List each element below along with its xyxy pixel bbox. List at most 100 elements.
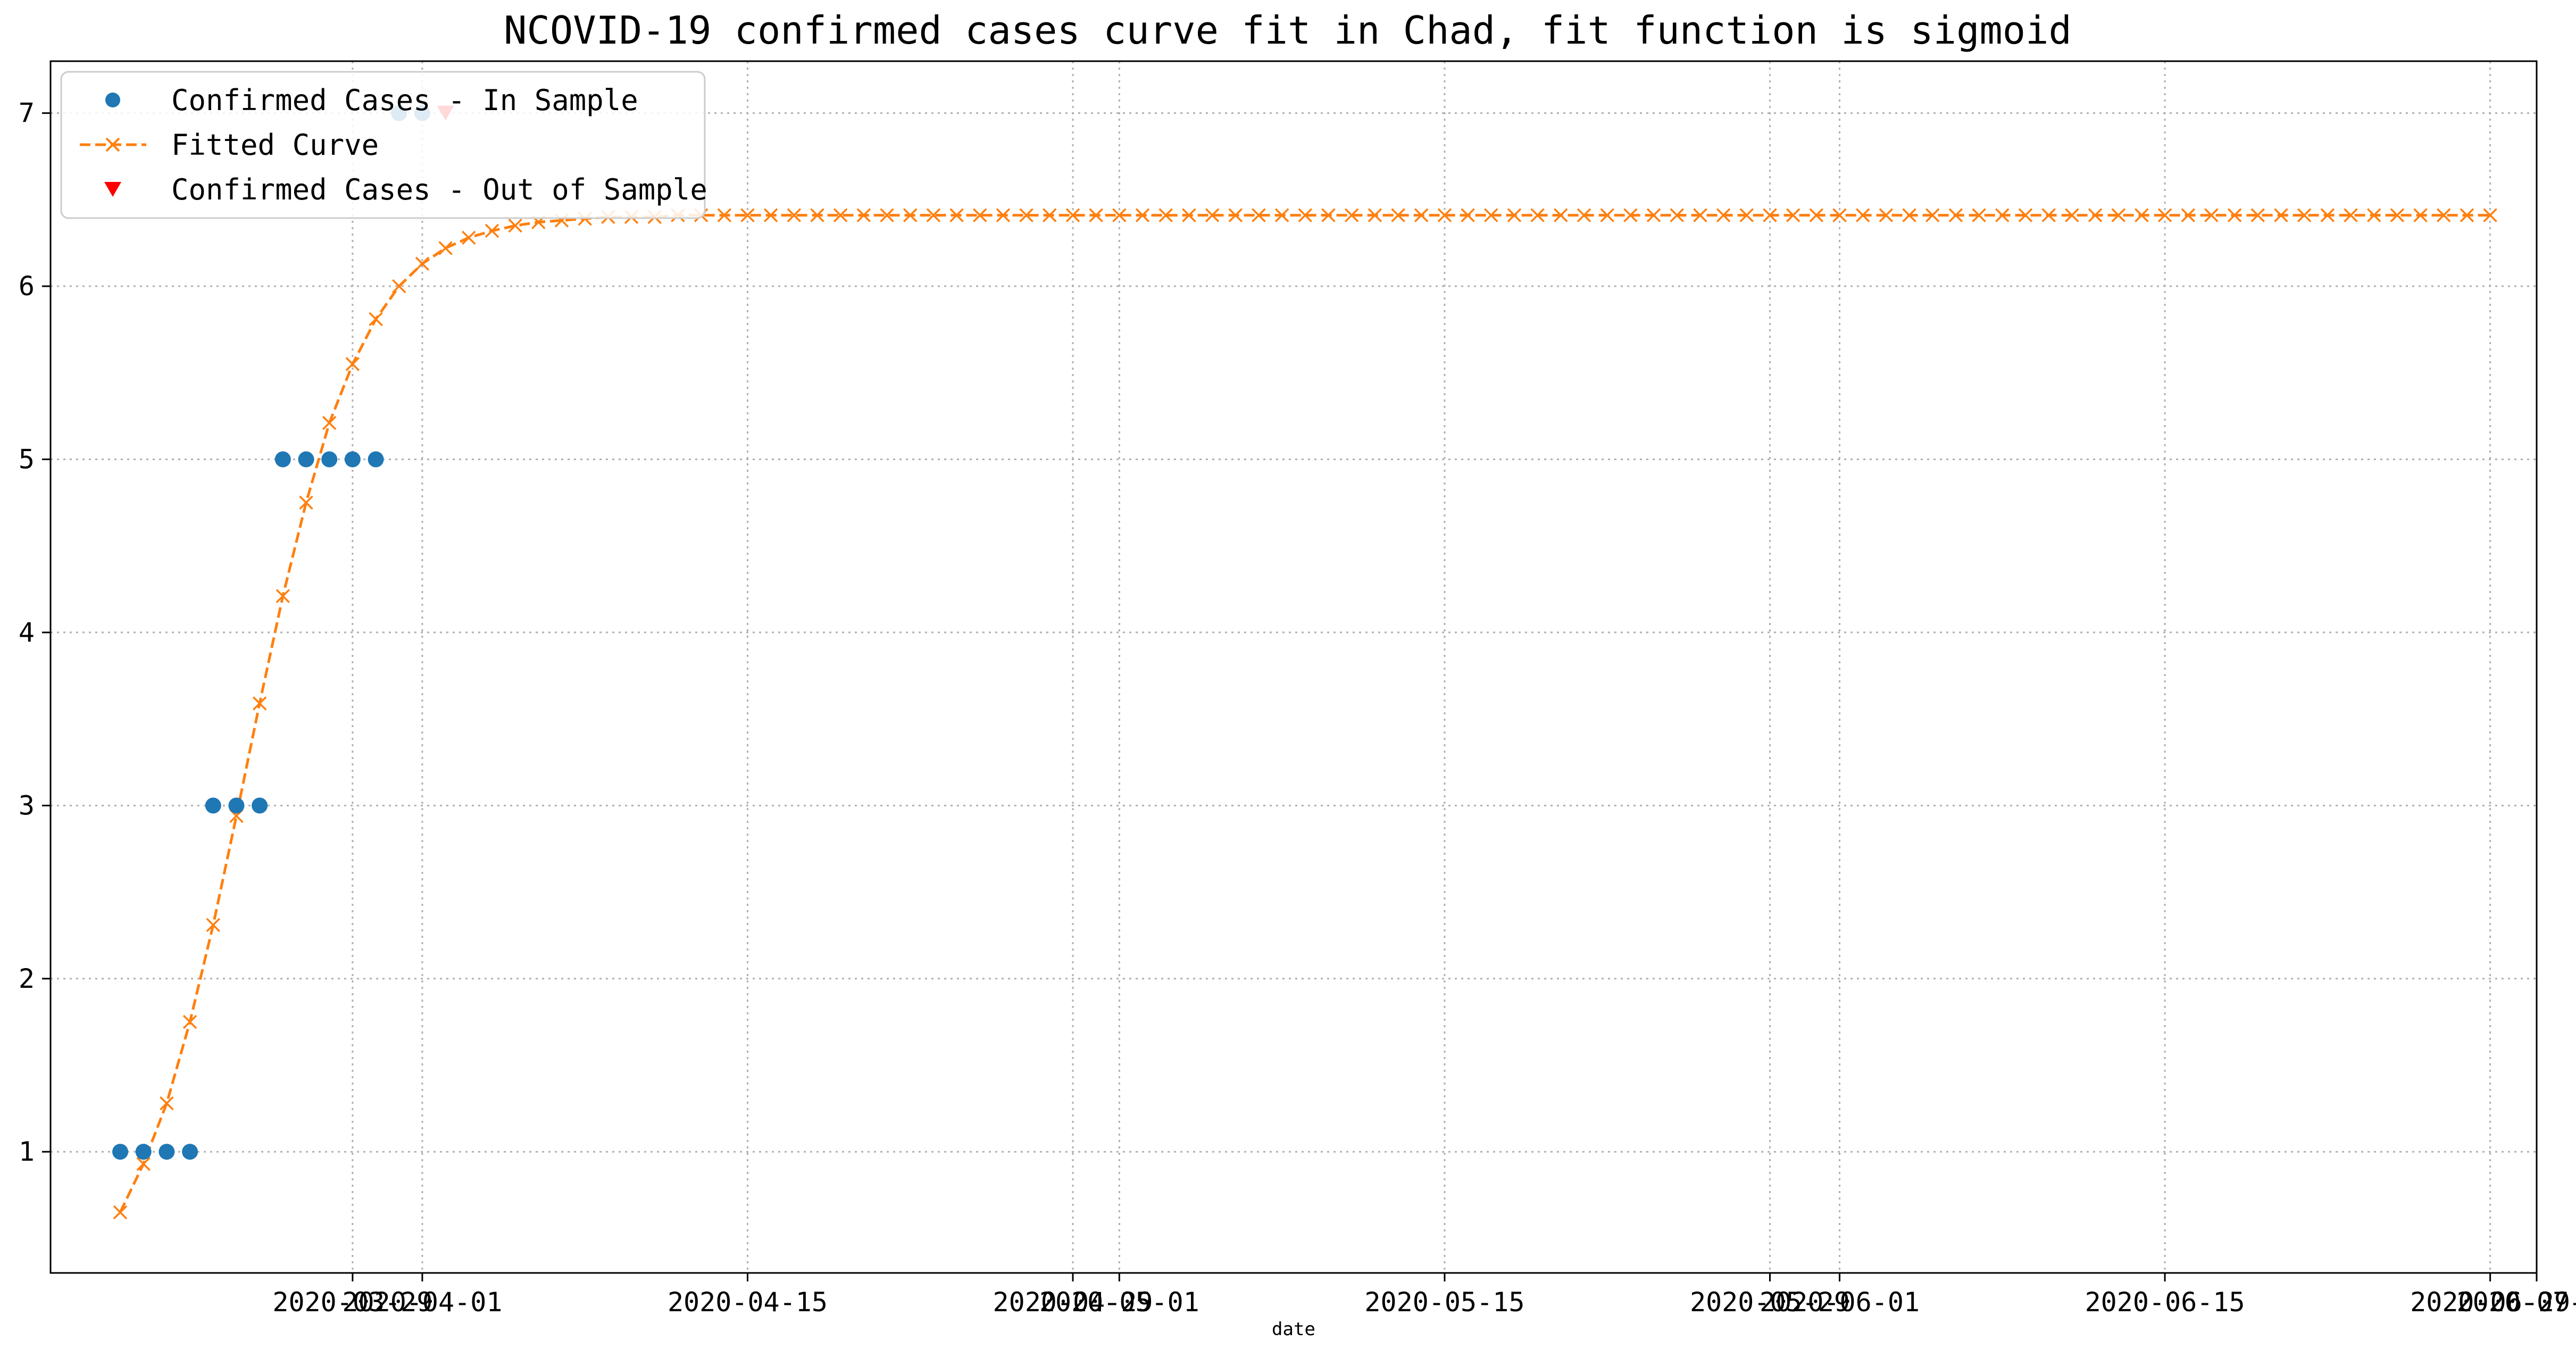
fitted-marker <box>1855 208 1870 222</box>
in-sample-point <box>274 451 291 468</box>
fitted-marker <box>1995 208 2010 222</box>
fitted-marker <box>1925 208 1940 222</box>
x-tick-label: 2020-06-01 <box>1760 1287 1920 1318</box>
fitted-marker <box>1461 208 1475 222</box>
fitted-marker <box>2204 208 2219 222</box>
x-tick-label: 2020-04-15 <box>668 1287 828 1318</box>
fitted-marker <box>2111 208 2125 222</box>
fitted-marker <box>2018 208 2033 222</box>
y-tick-label: 3 <box>19 790 35 821</box>
in-sample-point <box>252 797 268 814</box>
x-axis-label: date <box>1272 1319 1315 1340</box>
fitted-marker <box>2041 208 2056 222</box>
fitted-marker <box>2157 208 2172 222</box>
legend-marker-fitted <box>105 137 120 152</box>
in-sample-point <box>368 451 384 468</box>
grid-lines <box>51 61 2538 1273</box>
fitted-marker <box>1321 208 1336 222</box>
fitted-marker <box>1391 208 1405 222</box>
fitted-marker <box>369 312 383 327</box>
fitted-marker <box>299 495 313 510</box>
fitted-marker <box>2413 208 2428 222</box>
fitted-marker <box>391 279 406 294</box>
fitted-marker <box>1065 208 1080 222</box>
legend-label-in-sample: Confirmed Cases - In Sample <box>171 84 638 117</box>
x-tick-label: 2020-05-29 <box>1690 1287 1850 1318</box>
in-sample-point <box>135 1144 152 1160</box>
fitted-marker <box>1577 208 1591 222</box>
fitted-marker <box>2250 208 2265 222</box>
fitted-marker <box>1158 208 1173 222</box>
fitted-marker <box>2483 208 2497 222</box>
legend-label-out-sample: Confirmed Cases - Out of Sample <box>171 173 707 206</box>
fitted-marker <box>508 218 522 233</box>
x-tick-label: 2020-04-01 <box>342 1287 502 1318</box>
fitted-marker <box>1600 208 1614 222</box>
fitted-marker <box>1530 208 1545 222</box>
chart-title: NCOVID-19 confirmed cases curve fit in C… <box>504 8 2072 53</box>
fitted-marker <box>1205 208 1220 222</box>
fitted-marker <box>252 696 267 711</box>
fitted-marker <box>1414 208 1429 222</box>
fitted-marker <box>1763 208 1777 222</box>
fitted-marker <box>1135 208 1150 222</box>
fitted-marker <box>810 208 824 222</box>
fitted-marker <box>462 230 476 245</box>
fitted-marker <box>345 357 360 371</box>
x-tick-label: 2020-05-15 <box>1364 1287 1524 1318</box>
in-sample-point <box>228 797 245 814</box>
fitted-marker <box>2227 208 2242 222</box>
fitted-marker <box>322 415 337 430</box>
fitted-marker <box>1832 208 1847 222</box>
fitted-marker <box>973 208 987 222</box>
y-tick-label: 1 <box>19 1136 35 1167</box>
fitted-marker <box>1019 208 1033 222</box>
x-tick-label: 2020-07-01 <box>2456 1287 2576 1318</box>
x-tick-label: 2020-06-29 <box>2410 1287 2570 1318</box>
fitted-marker <box>1623 208 1638 222</box>
fitted-marker <box>1344 208 1359 222</box>
fitted-marker <box>996 208 1011 222</box>
y-tick-label: 7 <box>19 98 35 129</box>
fitted-marker <box>1043 208 1057 222</box>
fitted-marker <box>2390 208 2405 222</box>
legend-marker-in-sample <box>105 93 120 107</box>
fitted-marker <box>1809 208 1824 222</box>
fitted-marker <box>1274 208 1289 222</box>
fitted-marker <box>1902 208 1916 222</box>
y-tick-label: 4 <box>19 617 35 648</box>
fitted-marker <box>1507 208 1522 222</box>
legend: Confirmed Cases - In Sample Fitted Curve… <box>60 71 707 219</box>
fitted-marker <box>2088 208 2103 222</box>
fitted-marker <box>1716 208 1731 222</box>
legend-box <box>60 71 706 219</box>
y-tick-label: 2 <box>19 963 35 994</box>
x-tick-label: 2020-05-01 <box>1039 1287 1199 1318</box>
fitted-marker <box>1437 208 1452 222</box>
fitted-marker <box>113 1205 128 1220</box>
fitted-marker <box>2181 208 2196 222</box>
in-sample-point <box>321 451 338 468</box>
fitted-marker <box>1739 208 1754 222</box>
fitted-marker <box>1972 208 1986 222</box>
x-tick-label: 2020-04-29 <box>993 1287 1153 1318</box>
fitted-marker <box>136 1156 151 1171</box>
fitted-marker <box>949 208 964 222</box>
fitted-marker <box>1368 208 1382 222</box>
fitted-marker <box>276 589 290 603</box>
fitted-marker <box>1879 208 1894 222</box>
fitted-marker <box>2274 208 2288 222</box>
legend-label-fitted: Fitted Curve <box>171 128 379 162</box>
fitted-marker <box>1298 208 1313 222</box>
fitted-marker <box>1670 208 1684 222</box>
fitted-marker <box>1112 208 1127 222</box>
fitted-marker <box>2065 208 2079 222</box>
fitted-marker <box>2437 208 2451 222</box>
fitted-marker <box>2297 208 2312 222</box>
fitted-marker <box>1089 208 1103 222</box>
y-tick-label: 6 <box>19 271 35 302</box>
fitted-marker <box>160 1096 174 1111</box>
fitted-marker <box>2460 208 2474 222</box>
